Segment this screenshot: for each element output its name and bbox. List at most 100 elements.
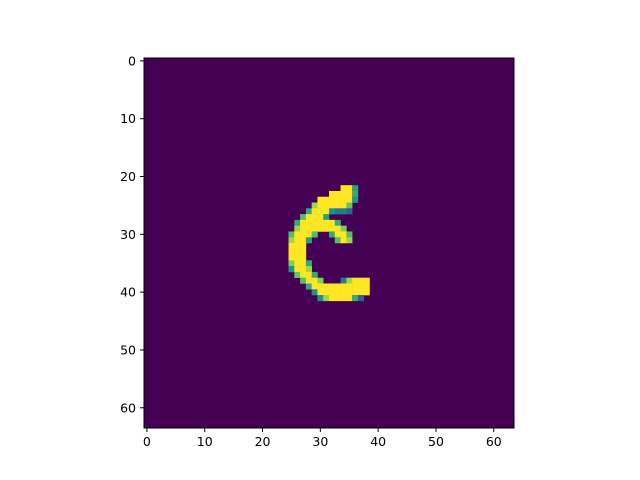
- y-axis: 0 10 20 30 40 50 60: [120, 53, 144, 415]
- pixel: [288, 231, 295, 238]
- pixel: [329, 283, 336, 290]
- pixel: [357, 295, 364, 302]
- pixel: [311, 277, 318, 284]
- pixel: [329, 289, 336, 296]
- image-pixels: [144, 58, 514, 428]
- pixel: [340, 237, 347, 244]
- pixel: [305, 260, 312, 267]
- pixel: [294, 254, 301, 261]
- pixel: [300, 266, 307, 273]
- pixel: [300, 271, 307, 278]
- pixel: [340, 295, 347, 302]
- pixel: [323, 202, 330, 209]
- pixel: [340, 277, 347, 284]
- pixel: [300, 243, 307, 250]
- y-tick-label: 10: [120, 111, 136, 126]
- pixel: [340, 185, 347, 192]
- pixel: [340, 225, 347, 232]
- y-tick-label: 0: [128, 53, 136, 68]
- pixel: [288, 260, 295, 267]
- pixel: [288, 243, 295, 250]
- pixel: [294, 260, 301, 267]
- pixel: [357, 277, 364, 284]
- pixel: [300, 219, 307, 226]
- pixel: [317, 214, 324, 221]
- pixel: [346, 237, 353, 244]
- y-tick-label: 40: [120, 285, 136, 300]
- pixel: [334, 219, 341, 226]
- x-tick-label: 60: [486, 434, 502, 449]
- pixel: [317, 277, 324, 284]
- pixel: [294, 271, 301, 278]
- pixel: [346, 277, 353, 284]
- pixel: [294, 237, 301, 244]
- pixel: [300, 260, 307, 267]
- pixel: [311, 289, 318, 296]
- pixel: [357, 289, 364, 296]
- y-tick-label: 30: [120, 227, 136, 242]
- pixel: [352, 289, 359, 296]
- pixel: [311, 208, 318, 215]
- pixel: [311, 271, 318, 278]
- pixel: [288, 266, 295, 273]
- x-tick-label: 40: [370, 434, 386, 449]
- pixel: [288, 254, 295, 261]
- pixel: [311, 231, 318, 238]
- pixel: [300, 237, 307, 244]
- pixel: [305, 277, 312, 284]
- pixel: [334, 196, 341, 203]
- pixel: [340, 289, 347, 296]
- pixel: [346, 190, 353, 198]
- pixel: [305, 208, 312, 215]
- pixel: [311, 225, 318, 232]
- pixel: [346, 208, 353, 215]
- y-tick-label: 50: [120, 342, 136, 357]
- pixel: [352, 185, 359, 192]
- pixel: [311, 283, 318, 290]
- pixel: [323, 225, 330, 232]
- pixel: [352, 295, 359, 302]
- pixel: [346, 202, 353, 209]
- pixel: [346, 283, 353, 290]
- pixel: [300, 277, 307, 284]
- pixel: [334, 231, 341, 238]
- pixel: [294, 231, 301, 238]
- pixel: [334, 283, 341, 290]
- pixel: [334, 225, 341, 232]
- pixel: [334, 295, 341, 302]
- pixel: [357, 283, 364, 290]
- pixel: [311, 214, 318, 221]
- x-tick-label: 20: [255, 434, 271, 449]
- pixel: [300, 248, 307, 255]
- pixel: [346, 231, 353, 238]
- pixel: [323, 196, 330, 203]
- pixel: [329, 295, 336, 302]
- pixel: [294, 266, 301, 273]
- pixel: [323, 289, 330, 296]
- pixel: [340, 190, 347, 198]
- pixel: [323, 214, 330, 221]
- pixel: [317, 225, 324, 232]
- pixel: [294, 225, 301, 232]
- pixel: [317, 295, 324, 302]
- pixel: [363, 283, 370, 290]
- pixel: [329, 196, 336, 203]
- pixel: [334, 190, 341, 198]
- pixel: [305, 237, 312, 244]
- pixel: [305, 214, 312, 221]
- pixel: [340, 283, 347, 290]
- pixel: [329, 231, 336, 238]
- pixel: [363, 289, 370, 296]
- pixel: [323, 283, 330, 290]
- pixel: [305, 283, 312, 290]
- pixel: [288, 248, 295, 255]
- pixel: [352, 277, 359, 284]
- y-tick-label: 60: [120, 400, 136, 415]
- pixel: [288, 237, 295, 244]
- pixel: [317, 283, 324, 290]
- pixel: [340, 231, 347, 238]
- pixel: [334, 289, 341, 296]
- pixel: [317, 289, 324, 296]
- pixel: [311, 219, 318, 226]
- pixel: [323, 219, 330, 226]
